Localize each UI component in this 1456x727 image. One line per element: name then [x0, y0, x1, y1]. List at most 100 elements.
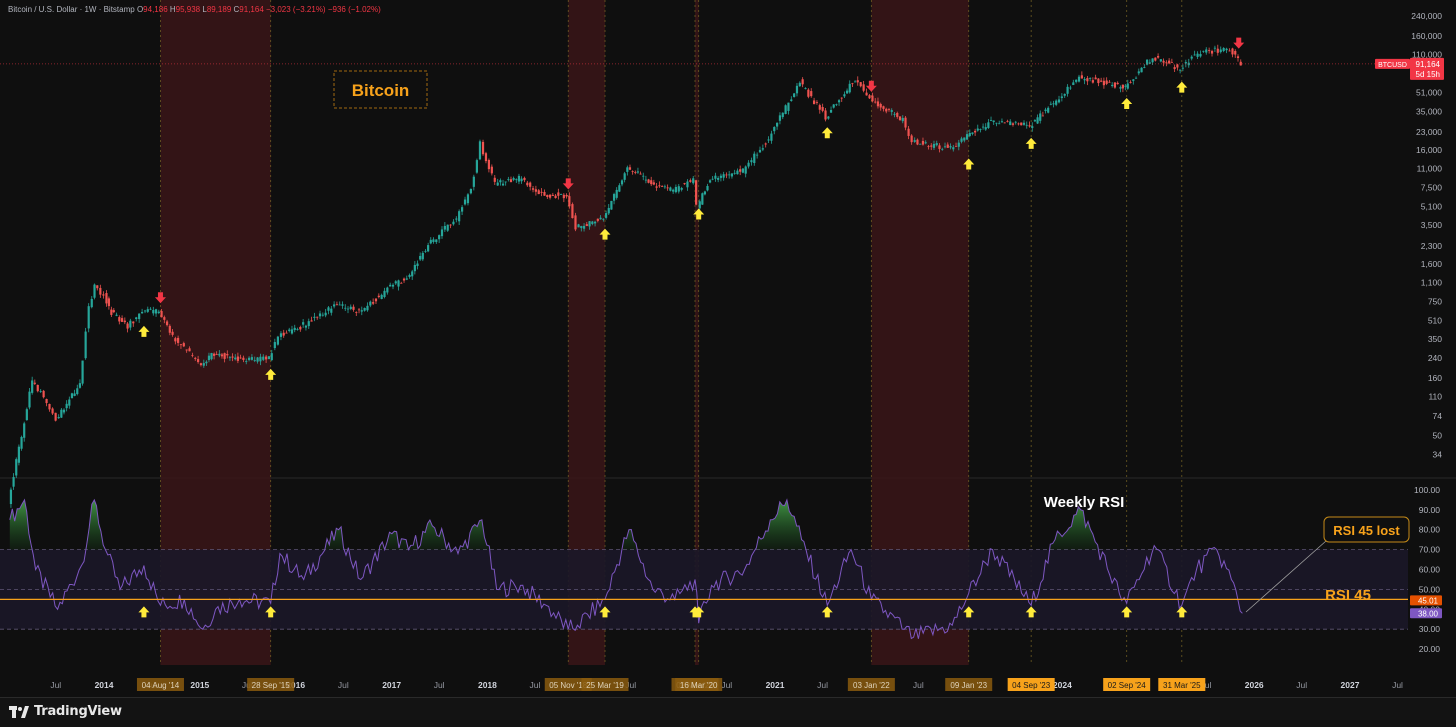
price-candle — [1154, 57, 1157, 61]
time-axis-label: Jul — [913, 680, 924, 690]
time-axis-tag-label: 16 Mar '20 — [680, 681, 718, 690]
price-candle — [1011, 123, 1015, 125]
price-candle — [829, 109, 833, 113]
price-candle — [781, 112, 784, 118]
price-candle — [756, 154, 759, 156]
rsi-axis-tick: 20.00 — [1419, 644, 1441, 654]
price-candle — [596, 218, 599, 221]
price-axis-tick: 3,500 — [1421, 220, 1443, 230]
price-candle — [631, 171, 634, 172]
price-candle — [1236, 56, 1240, 58]
price-candle — [443, 225, 446, 230]
price-candle — [411, 271, 414, 277]
price-candle — [48, 403, 51, 410]
price-candle — [1000, 121, 1004, 123]
price-candle — [1111, 84, 1114, 86]
price-axis-tick: 110,000 — [1412, 50, 1442, 60]
price-candle — [1086, 78, 1089, 82]
price-candle — [1102, 80, 1106, 86]
price-candle — [143, 310, 147, 312]
price-candle — [487, 159, 491, 170]
price-candle — [744, 166, 747, 174]
price-candle — [998, 123, 1001, 125]
price-candle — [507, 179, 510, 180]
price-candle — [941, 148, 944, 150]
price-candle — [1143, 67, 1146, 68]
price-candle — [995, 122, 998, 124]
price-candle — [377, 295, 380, 298]
time-axis-label: Jul — [1296, 680, 1307, 690]
price-axis-tick: 350 — [1428, 334, 1442, 344]
price-candle — [1129, 82, 1132, 83]
price-candle — [851, 83, 854, 85]
price-candle — [557, 192, 560, 196]
rsi-45-tag-value: 45.01 — [1418, 596, 1439, 605]
price-axis-tick: 1,100 — [1421, 277, 1443, 287]
price-candle — [628, 167, 632, 170]
price-up-arrow-icon — [963, 158, 975, 170]
price-candle — [1080, 75, 1083, 79]
price-candle — [674, 186, 678, 193]
price-candle — [25, 409, 28, 421]
price-candle — [1228, 50, 1231, 52]
price-candle — [512, 178, 515, 180]
price-candle — [357, 309, 361, 311]
price-candle — [220, 354, 224, 357]
price-candle — [1017, 123, 1020, 125]
price-candle — [963, 137, 966, 141]
price-tag-countdown: 5d 15h — [1416, 70, 1440, 79]
price-candle — [1202, 50, 1205, 52]
price-candle — [1006, 120, 1009, 122]
time-axis-tag — [581, 678, 629, 691]
price-candle — [571, 204, 574, 219]
price-candle — [719, 175, 723, 178]
price-candle — [267, 356, 271, 360]
price-candle — [397, 280, 400, 287]
price-candle — [517, 175, 521, 182]
price-candle — [435, 239, 438, 243]
price-candle — [405, 278, 408, 280]
price-candle — [650, 180, 653, 185]
price-candle — [466, 194, 470, 204]
price-candle — [949, 146, 952, 148]
price-candle — [163, 317, 166, 320]
price-up-arrow-icon — [693, 208, 705, 220]
price-candle — [634, 172, 637, 173]
footer: TradingView — [0, 697, 1456, 727]
price-candle — [815, 102, 819, 103]
price-axis-tick: 35,000 — [1416, 106, 1442, 116]
price-candle — [112, 310, 115, 313]
price-candle — [469, 188, 473, 194]
price-down-arrow-icon — [865, 80, 877, 92]
price-candle — [599, 217, 602, 220]
price-candle — [176, 337, 180, 343]
price-candle — [1210, 50, 1214, 54]
price-candle — [739, 169, 742, 172]
price-candle — [1170, 61, 1173, 63]
price-candle — [859, 82, 862, 87]
price-candle — [123, 320, 126, 323]
time-axis-tag-label: 04 Sep '23 — [1012, 681, 1051, 690]
price-axis-tick: 5,100 — [1421, 202, 1443, 212]
price-candle — [793, 93, 796, 97]
price-candle — [677, 186, 680, 192]
price-candle — [196, 359, 200, 363]
price-candle — [1094, 77, 1097, 80]
price-candle — [366, 305, 369, 311]
price-candle — [655, 186, 658, 188]
chart-svg[interactable]: 240,000160,000110,00075,00051,00035,0002… — [0, 0, 1456, 697]
price-candle — [965, 134, 969, 140]
price-candle — [149, 308, 152, 310]
price-candle — [60, 409, 63, 418]
price-candle — [1145, 59, 1149, 65]
price-candle — [837, 100, 841, 103]
price-candle — [1116, 82, 1119, 85]
price-candle — [1190, 56, 1193, 59]
time-axis-tag-label: 03 Jan '22 — [853, 681, 890, 690]
price-candle — [952, 147, 955, 150]
price-candle — [984, 127, 987, 130]
price-candle — [1031, 126, 1034, 128]
tradingview-logo[interactable]: TradingView — [9, 704, 122, 719]
price-candle — [893, 113, 896, 115]
